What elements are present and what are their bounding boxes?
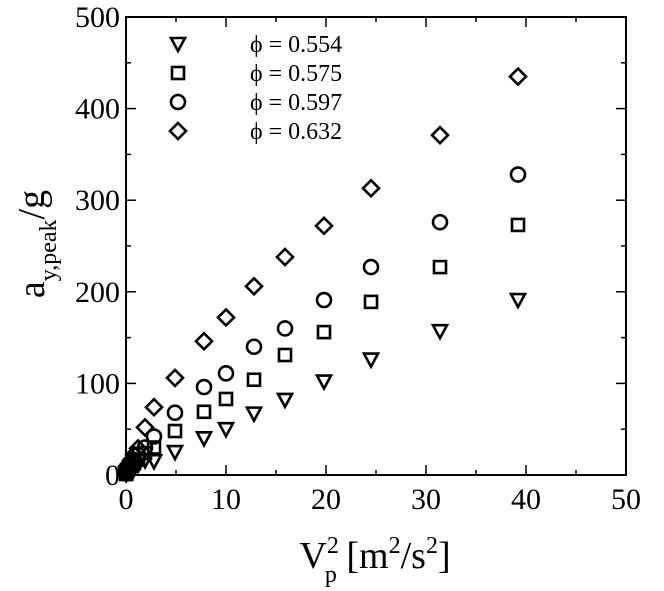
data-point xyxy=(510,217,526,233)
legend-label: ϕ = 0.597 xyxy=(250,90,342,116)
legend-marker xyxy=(168,121,188,141)
x-tick-label: 20 xyxy=(311,483,341,516)
legend-label: ϕ = 0.632 xyxy=(250,119,342,145)
legend-marker xyxy=(169,93,187,111)
data-point xyxy=(121,450,141,471)
data-point xyxy=(316,324,332,340)
data-point xyxy=(275,247,295,267)
x-axis-label: V2 p [m2/s2] xyxy=(299,533,450,588)
y-tick-label: 100 xyxy=(75,367,120,400)
data-point xyxy=(128,438,148,459)
data-point xyxy=(276,320,294,337)
series-diamond xyxy=(116,66,528,484)
x-tick-label: 0 xyxy=(119,483,134,516)
data-point xyxy=(217,365,235,382)
axis-ticks xyxy=(125,16,627,476)
data-point xyxy=(136,439,154,456)
data-point xyxy=(165,368,185,388)
data-point xyxy=(194,431,214,449)
series-square xyxy=(118,217,526,482)
data-point xyxy=(166,404,184,422)
data-point xyxy=(194,331,214,352)
data-point xyxy=(144,453,164,472)
legend-label: ϕ = 0.575 xyxy=(250,61,342,87)
y-tick-label: 200 xyxy=(75,276,120,309)
y-tick-label: 400 xyxy=(75,93,120,126)
data-point xyxy=(508,66,528,87)
legend: ϕ = 0.554 ϕ = 0.575 ϕ = 0.597 ϕ = 0.632 xyxy=(168,32,342,145)
data-point xyxy=(314,374,334,392)
data-point xyxy=(144,397,164,418)
data-point xyxy=(361,352,381,370)
data-point xyxy=(165,444,185,462)
data-point xyxy=(216,421,236,439)
x-tick-label: 50 xyxy=(611,483,641,516)
data-markers xyxy=(116,66,528,484)
legend-marker xyxy=(170,65,186,81)
data-point xyxy=(430,125,450,146)
data-point xyxy=(508,292,528,310)
data-point xyxy=(135,417,155,438)
data-point xyxy=(509,166,527,183)
data-point xyxy=(216,307,236,328)
data-point xyxy=(277,347,293,363)
data-point xyxy=(361,178,381,199)
data-point xyxy=(432,259,448,275)
data-point xyxy=(362,258,380,276)
legend-marker xyxy=(168,36,188,54)
x-tick-label: 30 xyxy=(411,483,441,516)
data-point xyxy=(195,378,213,396)
data-point xyxy=(218,391,234,407)
y-tick-label: 300 xyxy=(75,184,120,217)
data-point xyxy=(196,404,212,420)
data-point xyxy=(167,423,183,439)
data-point xyxy=(314,216,334,236)
data-point xyxy=(244,276,264,297)
legend-label: ϕ = 0.554 xyxy=(250,32,342,58)
data-point xyxy=(315,291,333,309)
data-point xyxy=(275,392,295,410)
y-tick-label: 0 xyxy=(105,459,120,492)
y-tick-label: 500 xyxy=(75,1,120,34)
series-triangle-down xyxy=(117,292,528,484)
data-point xyxy=(430,323,450,341)
data-point xyxy=(124,445,144,465)
data-point xyxy=(146,440,162,455)
x-tick-label: 40 xyxy=(511,483,541,516)
x-tick-label: 10 xyxy=(211,483,241,516)
data-point xyxy=(246,372,262,388)
data-point xyxy=(245,338,263,356)
data-point xyxy=(431,213,449,231)
data-point xyxy=(363,294,379,310)
data-point xyxy=(145,428,163,445)
data-point xyxy=(244,406,264,424)
y-axis-label: ay,peak/g xyxy=(11,190,62,298)
